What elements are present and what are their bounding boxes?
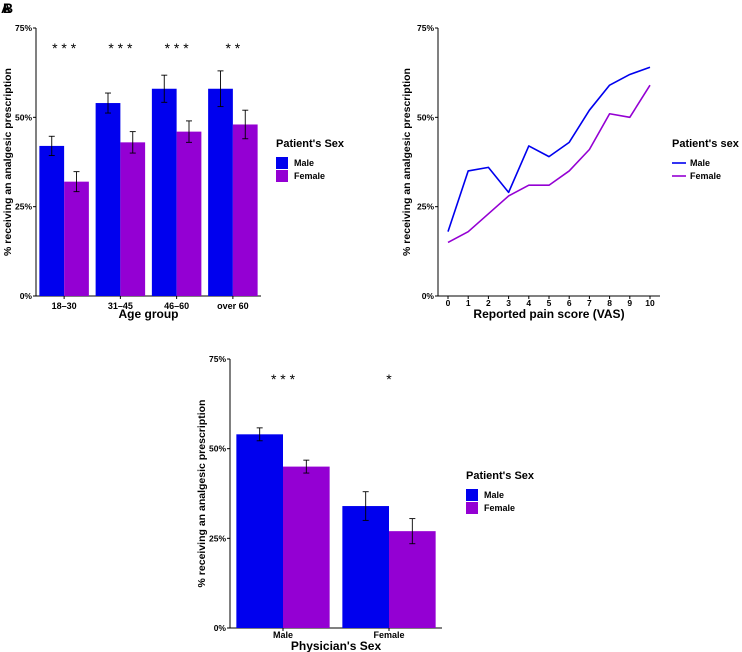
legend-b: Patient's sex Male Female [672, 138, 740, 181]
x-tick-label-b: 0 [446, 298, 451, 308]
x-axis-title-a: Age group [119, 307, 179, 321]
series-line-male-b [447, 66, 651, 232]
y-tick-label-b: 50% [417, 112, 434, 122]
x-tick-label-b: 9 [627, 298, 632, 308]
significance-stars-c: * * * [271, 371, 296, 387]
y-tick-label-c: 25% [209, 533, 226, 543]
x-tick-label-b: 4 [526, 298, 531, 308]
bar-female-a [120, 142, 146, 296]
y-tick-label-b: 25% [417, 202, 434, 212]
significance-stars-c: * [386, 371, 392, 387]
x-axis-title-c: Physician's Sex [291, 639, 382, 652]
legend-label-male-c: Male [484, 490, 504, 500]
x-tick-label-b: 2 [486, 298, 491, 308]
bar-female-c [389, 531, 436, 628]
bar-female-a [232, 124, 258, 296]
bar-male-c [342, 506, 389, 628]
bar-female-c [283, 466, 330, 628]
y-tick-label-c: 0% [214, 623, 227, 633]
bar-male-a [151, 88, 177, 296]
x-tick-label-c: Female [373, 630, 404, 640]
legend-label-female-a: Female [294, 171, 325, 181]
legend-title-a: Patient's Sex [276, 138, 345, 150]
y-tick-label-a: 0% [20, 291, 33, 301]
legend-key-female-a [276, 170, 288, 182]
bar-male-c [236, 434, 283, 628]
legend-label-male-b: Male [690, 158, 710, 168]
x-tick-label-b: 7 [587, 298, 592, 308]
x-tick-label-b: 10 [645, 298, 655, 308]
y-tick-label-c: 50% [209, 444, 226, 454]
legend-a: Patient's Sex Male Female [276, 138, 345, 182]
x-tick-label-b: 8 [607, 298, 612, 308]
y-tick-label-a: 25% [15, 202, 32, 212]
significance-stars-a: * * * [108, 40, 133, 56]
legend-c: Patient's Sex Male Female [466, 470, 535, 514]
bar-male-a [208, 88, 233, 296]
y-axis-title-c: % receiving an analgesic prescription [196, 400, 208, 588]
legend-label-female-c: Female [484, 503, 515, 513]
significance-stars-a: * * * [52, 40, 77, 56]
x-tick-label-b: 3 [506, 298, 511, 308]
panel-letter-a: A [1, 0, 11, 16]
x-tick-label-a: over 60 [217, 301, 249, 311]
bar-male-a [39, 145, 65, 296]
significance-stars-a: * * [225, 40, 240, 56]
significance-stars-a: * * * [165, 40, 190, 56]
y-tick-label-a: 75% [15, 23, 32, 33]
x-tick-label-a: 18–30 [52, 301, 77, 311]
x-axis-title-b: Reported pain score (VAS) [473, 307, 624, 321]
legend-key-female-c [466, 502, 478, 514]
x-tick-label-b: 5 [547, 298, 552, 308]
series-line-female-b [447, 84, 651, 244]
y-tick-label-c: 75% [209, 354, 226, 364]
x-tick-label-b: 6 [567, 298, 572, 308]
legend-title-b: Patient's sex [672, 138, 740, 150]
panel-letter-b: B [3, 0, 13, 16]
y-axis-title-a: % receiving an analgesic prescription [2, 68, 14, 256]
y-tick-label-a: 50% [15, 112, 32, 122]
y-tick-label-b: 75% [417, 23, 434, 33]
bar-female-a [176, 131, 202, 296]
x-tick-label-c: Male [273, 630, 293, 640]
y-tick-label-b: 0% [422, 291, 435, 301]
legend-title-c: Patient's Sex [466, 470, 535, 482]
bar-female-a [64, 181, 89, 296]
x-tick-label-a: 31–45 [108, 301, 133, 311]
y-axis-title-b: % receiving an analgesic prescription [401, 68, 413, 256]
legend-key-male-a [276, 157, 288, 169]
legend-key-male-c [466, 489, 478, 501]
x-tick-label-b: 1 [466, 298, 471, 308]
bar-male-a [95, 103, 121, 296]
legend-label-male-a: Male [294, 158, 314, 168]
legend-label-female-b: Female [690, 171, 721, 181]
x-tick-label-a: 46–60 [164, 301, 189, 311]
